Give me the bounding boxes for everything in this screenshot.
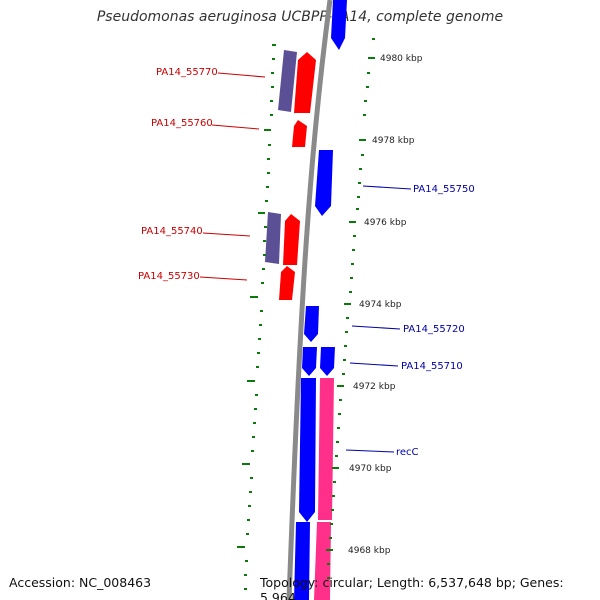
kbp-label: 4968 kbp (348, 546, 391, 556)
gene-feature-top[interactable] (331, 0, 347, 50)
gene-label-pa14-55750[interactable]: PA14_55750 (413, 184, 475, 195)
kbp-label: 4978 kbp (372, 136, 415, 146)
cds-feature-bottom[interactable] (294, 522, 310, 600)
left-ruler (237, 44, 276, 590)
gene-feature-bottom-pink[interactable] (314, 522, 331, 600)
gene-label-recC[interactable]: recC (396, 447, 419, 458)
cds-feature-pa14-55770[interactable] (294, 52, 316, 113)
right-gene-labels: PA14_55750 PA14_55720 PA14_55710 recC (345, 184, 475, 458)
kbp-label: 4970 kbp (349, 464, 392, 474)
kbp-scale-labels: 4980 kbp 4978 kbp 4976 kbp 4974 kbp 4972… (348, 54, 423, 556)
cds-feature-pa14-55760[interactable] (292, 120, 307, 147)
gene-label-pa14-55730[interactable]: PA14_55730 (138, 271, 200, 282)
topology-summary-text: Topology: circular; Length: 6,537,648 bp… (260, 575, 564, 600)
left-gene-labels: PA14_55770 PA14_55760 PA14_55740 PA14_55… (138, 67, 266, 282)
kbp-label: 4974 kbp (359, 300, 402, 310)
genome-backbone (286, 0, 333, 600)
cds-feature-recC[interactable] (299, 378, 316, 522)
gene-label-pa14-55770[interactable]: PA14_55770 (156, 67, 218, 78)
cds-feature-pa14-55710-b[interactable] (320, 347, 335, 376)
kbp-label: 4976 kbp (364, 218, 407, 228)
cds-feature-pa14-55750[interactable] (315, 150, 333, 216)
cds-feature-pa14-55720[interactable] (304, 306, 319, 342)
gene-label-pa14-55710[interactable]: PA14_55710 (401, 361, 463, 372)
kbp-label: 4972 kbp (353, 382, 396, 392)
map-title: Pseudomonas aeruginosa UCBPP-PA14, compl… (96, 9, 504, 25)
gene-label-pa14-55740[interactable]: PA14_55740 (141, 226, 203, 237)
kbp-label: 4980 kbp (380, 54, 423, 64)
right-ruler (326, 38, 375, 579)
gene-feature-recC-pink[interactable] (318, 378, 334, 520)
gene-feature-pa14-55740[interactable] (265, 212, 281, 264)
gene-label-pa14-55720[interactable]: PA14_55720 (403, 324, 465, 335)
cds-feature-pa14-55710-a[interactable] (302, 347, 317, 376)
gene-label-pa14-55760[interactable]: PA14_55760 (151, 118, 213, 129)
cds-feature-pa14-55730[interactable] (279, 266, 295, 300)
accession-text: Accession: NC_008463 (9, 575, 152, 590)
gene-feature-pa14-55770[interactable] (278, 50, 297, 112)
cds-feature-pa14-55740[interactable] (283, 214, 300, 265)
